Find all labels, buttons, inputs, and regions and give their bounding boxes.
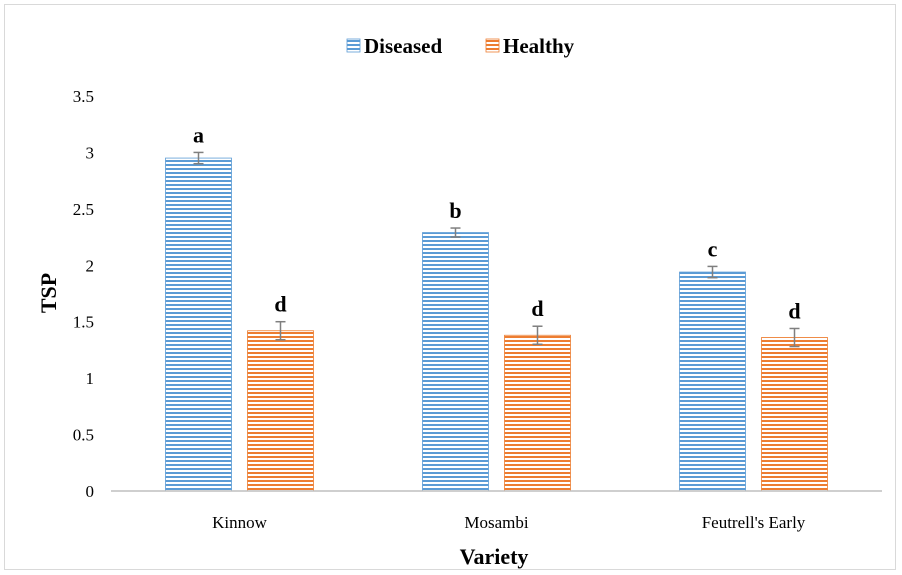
y-tick-label: 2 — [86, 256, 95, 275]
bar-healthy-1 — [504, 334, 571, 492]
significance-label: c — [708, 236, 718, 261]
error-bar — [275, 320, 286, 341]
y-tick-label: 3 — [86, 143, 95, 162]
bar-healthy-0 — [247, 330, 314, 492]
y-tick-label: 2.5 — [73, 200, 94, 219]
y-tick-label: 0.5 — [73, 426, 94, 445]
bar-diseased-1 — [422, 232, 489, 492]
error-bar — [707, 265, 718, 279]
x-tick-label: Feutrell's Early — [702, 513, 806, 532]
bar-diseased-2 — [679, 271, 746, 492]
y-tick-label: 1.5 — [73, 313, 94, 332]
legend-item-healthy: Healthy — [485, 34, 575, 58]
legend: Diseased Healthy — [346, 34, 575, 58]
significance-label: d — [531, 296, 543, 321]
y-axis-title: TSP — [36, 273, 61, 313]
x-tick-label: Kinnow — [212, 513, 268, 532]
x-axis-title: Variety — [460, 544, 529, 569]
legend-label: Healthy — [503, 34, 575, 58]
x-axis-ticks: Kinnow Mosambi Feutrell's Early — [212, 513, 806, 532]
significance-label: b — [449, 198, 461, 223]
significance-label: d — [274, 292, 286, 317]
error-bar — [193, 151, 204, 165]
bar-healthy-2 — [761, 337, 828, 492]
significance-label: d — [788, 298, 800, 323]
error-bar — [450, 227, 461, 238]
y-tick-label: 0 — [86, 482, 95, 501]
bars: a d b d c d — [165, 122, 828, 492]
error-bar — [532, 325, 543, 346]
y-axis-ticks: 0 0.5 1 1.5 2 2.5 3 3.5 — [73, 87, 94, 501]
error-bar — [789, 327, 800, 348]
legend-label: Diseased — [364, 34, 442, 58]
significance-label: a — [193, 122, 204, 147]
legend-item-diseased: Diseased — [346, 34, 442, 58]
y-tick-label: 3.5 — [73, 87, 94, 106]
y-tick-label: 1 — [86, 369, 95, 388]
legend-swatch — [346, 38, 361, 53]
x-tick-label: Mosambi — [464, 513, 529, 532]
bar-diseased-0 — [165, 157, 232, 492]
legend-swatch — [485, 38, 500, 53]
